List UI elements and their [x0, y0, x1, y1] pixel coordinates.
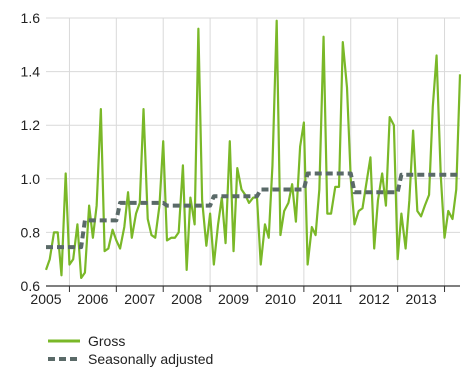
- x-tick-label: 2012: [359, 291, 390, 307]
- legend-label-seasonally-adjusted: Seasonally adjusted: [88, 351, 213, 367]
- y-tick-label: 0.6: [21, 278, 41, 294]
- series-layer: [44, 19, 462, 280]
- axes: [46, 285, 460, 292]
- x-tick-label: 2011: [312, 291, 342, 307]
- x-tick-label: 2013: [406, 291, 437, 307]
- legend-label-gross: Gross: [88, 333, 125, 349]
- y-tick-label: 1.4: [21, 64, 41, 80]
- x-tick-label: 2008: [171, 291, 202, 307]
- series-line-gross: [44, 19, 462, 280]
- y-tick-labels: 0.6 0.8 1.0 1.2 1.4 1.6: [21, 10, 41, 294]
- series-line-seasonally-adjusted: [46, 171, 460, 250]
- y-tick-label: 1.2: [21, 117, 41, 133]
- x-tick-label: 2010: [265, 291, 296, 307]
- y-tick-label: 0.8: [21, 224, 41, 240]
- y-tick-label: 1.6: [21, 10, 41, 26]
- x-tick-label: 2005: [30, 291, 61, 307]
- x-tick-label: 2009: [218, 291, 249, 307]
- y-tick-label: 1.0: [21, 171, 41, 187]
- x-tick-label: 2006: [77, 291, 108, 307]
- x-tick-labels: 2005 2006 2007 2008 2009 2010 2011 2012 2013: [30, 291, 436, 307]
- legend: Gross Seasonally adjusted: [48, 333, 213, 367]
- x-tick-label: 2007: [124, 291, 155, 307]
